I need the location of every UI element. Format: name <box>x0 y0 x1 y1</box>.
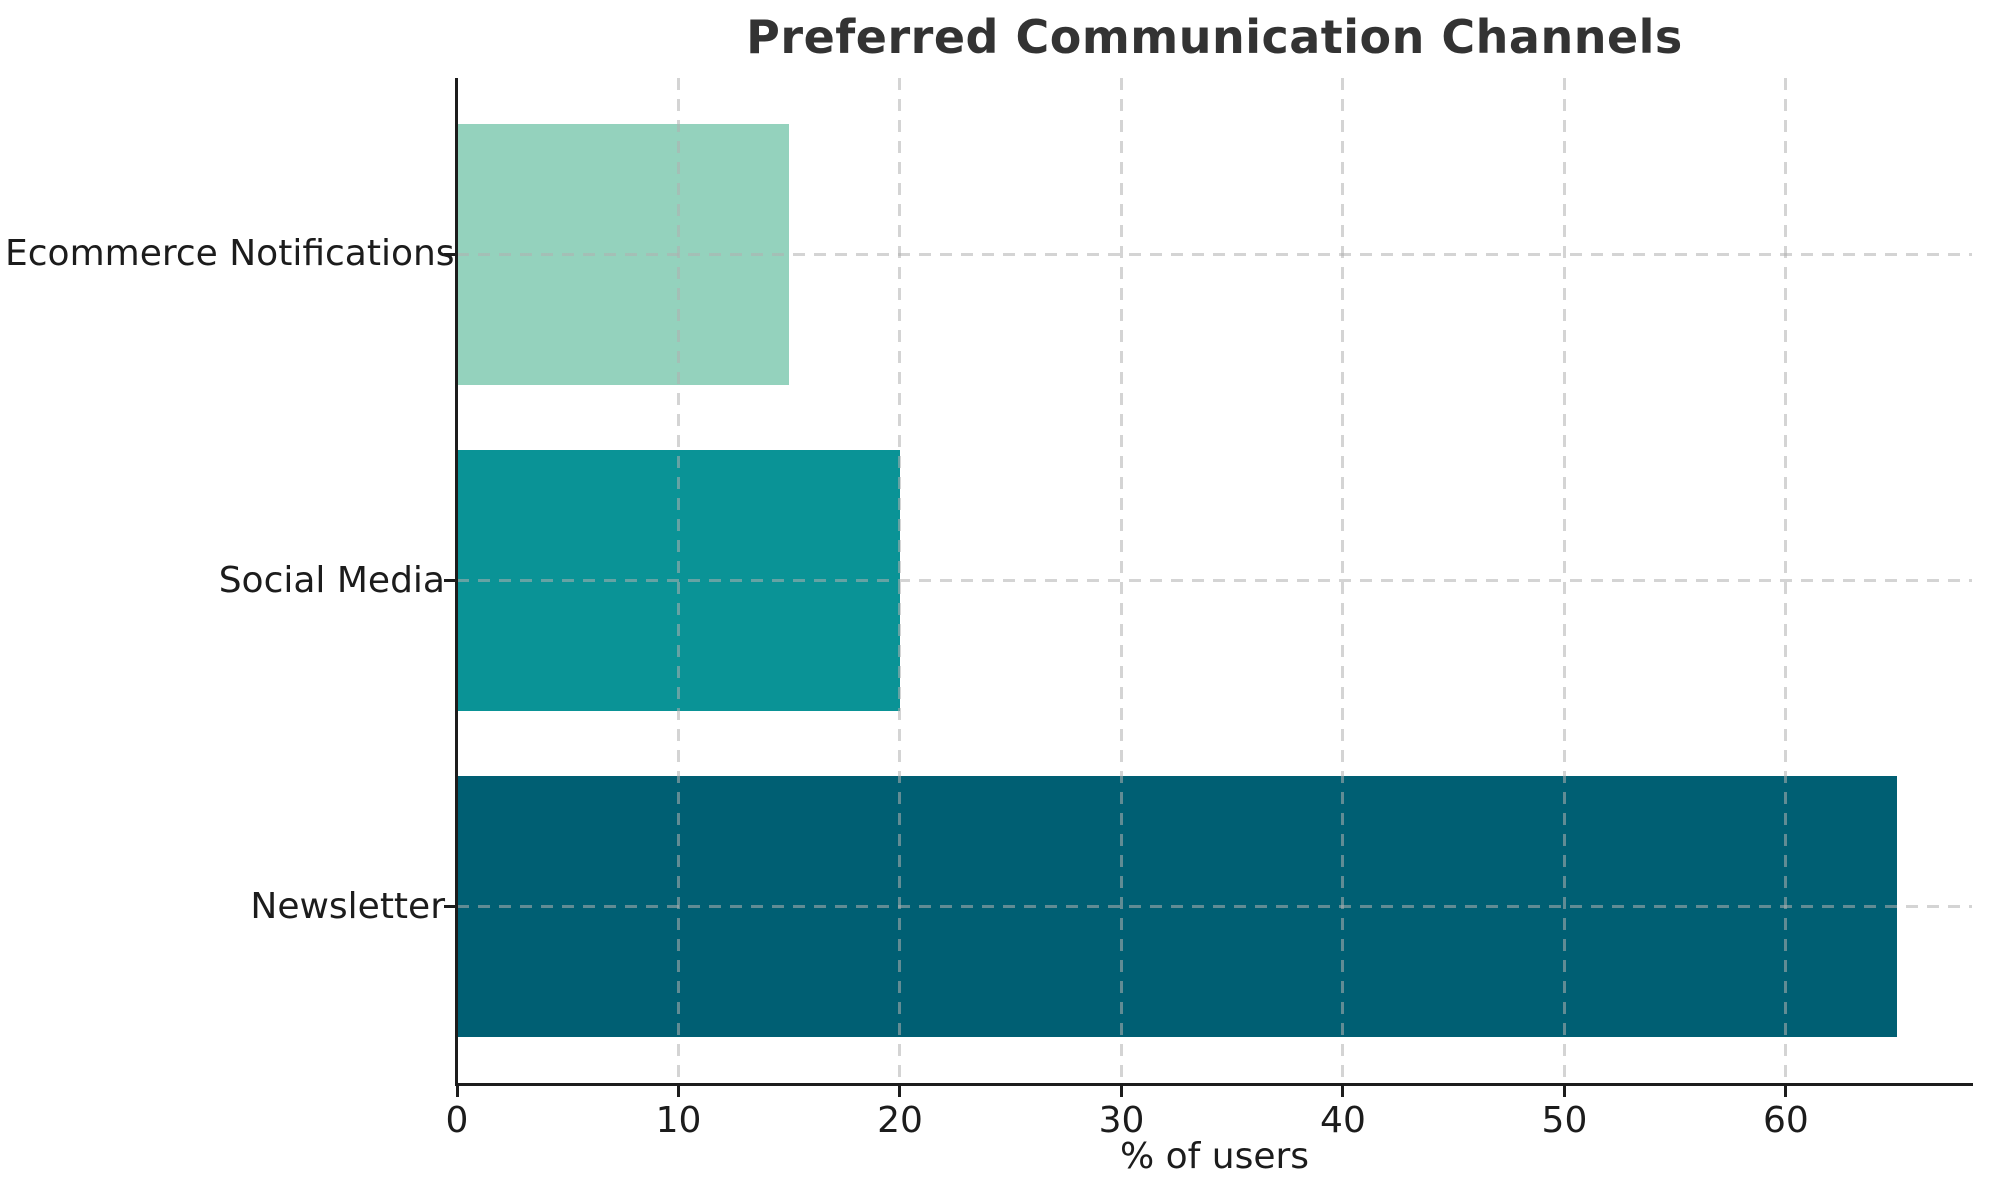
chart-title: Preferred Communication Channels <box>746 10 1683 64</box>
gridline-y-ecommerce-notifications <box>457 252 1972 256</box>
x-tick-label-30: 30 <box>1098 1100 1145 1141</box>
y-tick-ecommerce-notifications <box>444 252 456 256</box>
x-tick-0 <box>455 1086 459 1097</box>
x-tick-40 <box>1341 1086 1345 1097</box>
y-axis-spine <box>455 78 458 1086</box>
x-axis-label: % of users <box>1119 1136 1310 1177</box>
x-axis-spine <box>455 1083 1973 1086</box>
y-tick-social-media <box>444 579 456 582</box>
x-tick-20 <box>898 1086 902 1097</box>
x-tick-50 <box>1562 1086 1566 1097</box>
x-tick-10 <box>676 1086 680 1097</box>
gridline-y-newsletter <box>457 905 1972 909</box>
x-tick-60 <box>1784 1086 1788 1097</box>
x-tick-label-40: 40 <box>1320 1100 1366 1141</box>
y-tick-label-social-media: Social Media <box>218 559 445 601</box>
x-tick-label-0: 0 <box>445 1100 469 1141</box>
x-tick-label-10: 10 <box>655 1100 702 1141</box>
y-tick-newsletter <box>444 905 456 909</box>
x-tick-label-20: 20 <box>877 1100 923 1141</box>
y-tick-label-newsletter: Newsletter <box>250 885 445 927</box>
x-tick-label-60: 60 <box>1763 1100 1809 1141</box>
plot-area <box>457 78 1972 1083</box>
x-tick-30 <box>1119 1086 1123 1097</box>
y-tick-label-ecommerce-notifications: Ecommerce Notifications <box>5 233 455 275</box>
gridline-y-social-media <box>457 579 1972 582</box>
x-tick-label-50: 50 <box>1541 1100 1588 1141</box>
